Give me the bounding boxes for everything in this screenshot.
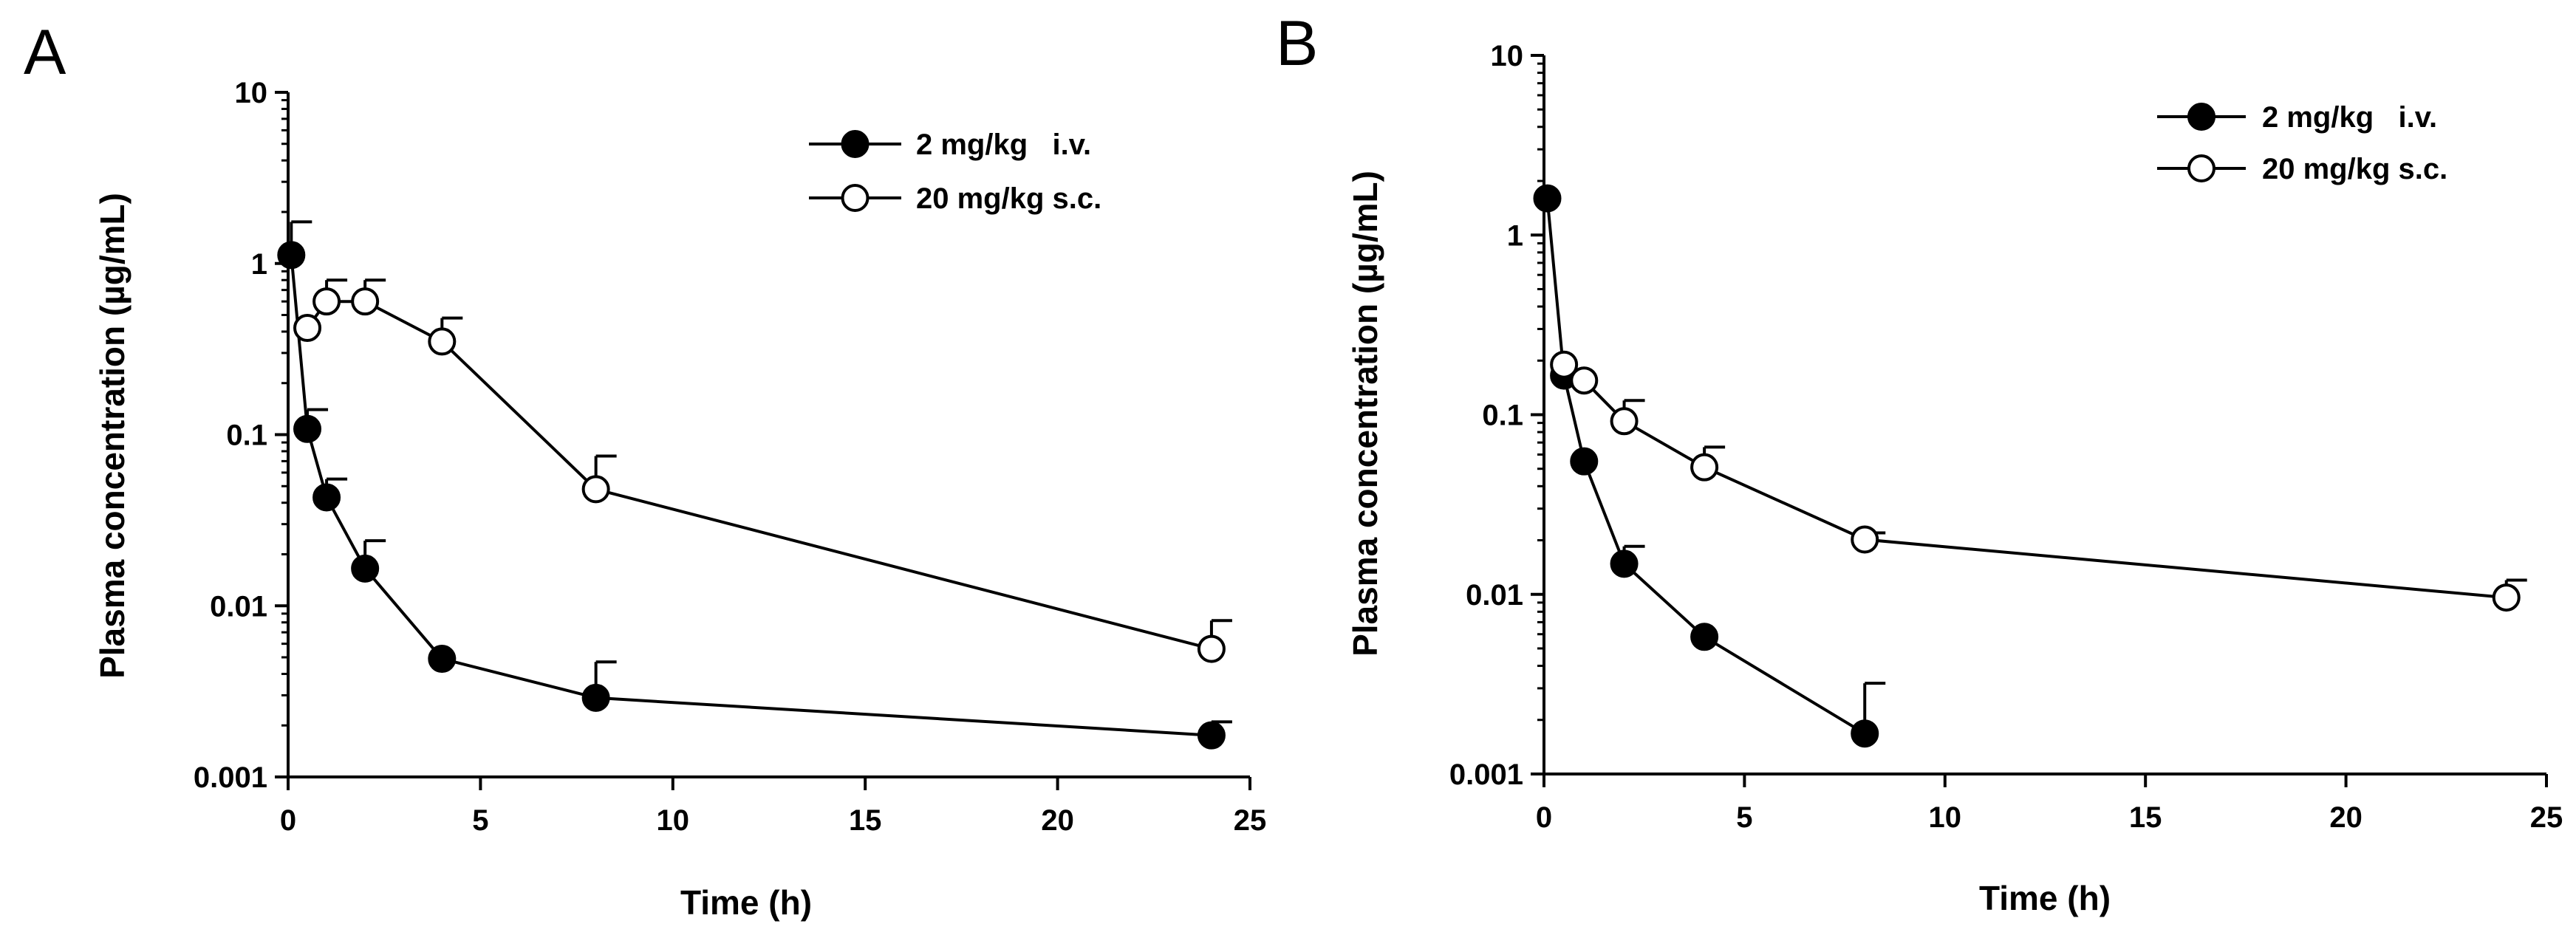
- data-point: [1550, 350, 1579, 379]
- legend-label: 2 mg/kg i.v.: [916, 129, 1091, 161]
- data-point: [312, 287, 341, 316]
- legend-marker: [2187, 103, 2215, 131]
- data-point: [1197, 634, 1226, 663]
- x-tick-label: 20: [1041, 804, 1074, 837]
- series-sc: [1550, 350, 2527, 612]
- y-axis-title: Plasma concentration (µg/mL): [1346, 171, 1384, 657]
- data-point: [1851, 525, 1879, 554]
- data-point: [351, 287, 380, 316]
- legend: 2 mg/kg i.v. 20 mg/kg s.c.: [2157, 101, 2447, 185]
- y-tick-label: 0.1: [1482, 400, 1523, 432]
- x-tick-label: 20: [2329, 801, 2363, 834]
- y-tick-label: 0.01: [1466, 579, 1523, 612]
- data-point: [1610, 549, 1639, 578]
- data-point: [2492, 583, 2521, 612]
- series-line: [1545, 198, 1866, 735]
- data-point: [581, 683, 610, 712]
- series-sc: [293, 278, 1232, 663]
- data-point: [428, 327, 457, 356]
- series-iv: [1533, 184, 1886, 748]
- y-tick-label: 0.01: [210, 590, 267, 623]
- data-point: [1570, 366, 1599, 395]
- series-iv: [277, 220, 1232, 750]
- y-tick-label: 0.001: [1449, 758, 1523, 791]
- data-point: [1533, 184, 1562, 213]
- x-tick-label: 5: [1736, 801, 1752, 834]
- data-point: [293, 414, 322, 443]
- legend-label: 20 mg/kg s.c.: [2262, 153, 2447, 185]
- x-tick-label: 0: [1536, 801, 1552, 834]
- y-tick-label: 0.1: [226, 419, 267, 452]
- x-tick-label: 10: [657, 804, 690, 837]
- y-tick-label: 0.001: [194, 761, 267, 794]
- data-point: [312, 483, 341, 512]
- y-tick-label: 1: [1507, 219, 1523, 252]
- panel-label: B: [1276, 8, 1318, 79]
- data-point: [1197, 721, 1226, 750]
- y-tick-label: 1: [251, 248, 267, 281]
- x-tick-label: 15: [849, 804, 882, 837]
- legend-marker: [841, 184, 870, 212]
- x-tick-label: 0: [280, 804, 296, 837]
- chart-panel-a: A 0 5 10 15 20 25 0.001 0.01 0.1 1 10 Time (h) Plasma…: [24, 17, 1266, 922]
- data-point: [581, 475, 610, 504]
- x-tick-label: 15: [2129, 801, 2162, 834]
- legend: 2 mg/kg i.v. 20 mg/kg s.c.: [809, 129, 1101, 215]
- legend-label: 20 mg/kg s.c.: [916, 182, 1101, 215]
- panel-label: A: [24, 17, 66, 88]
- data-point: [1570, 447, 1599, 476]
- data-point: [277, 241, 306, 270]
- chart-panel-b: B 0 5 10 15 20 25 0.001 0.01 0.1 1 10 Time (h) Plasma…: [1276, 8, 2563, 917]
- data-point: [1610, 407, 1639, 436]
- legend-marker: [2187, 154, 2215, 182]
- y-tick-label: 10: [235, 77, 268, 109]
- data-point: [1690, 623, 1719, 651]
- x-axis-title: Time (h): [1979, 879, 2111, 917]
- data-point: [428, 645, 457, 674]
- x-tick-label: 10: [1929, 801, 1962, 834]
- x-tick-label: 25: [2530, 801, 2563, 834]
- x-tick-label: 25: [1234, 804, 1267, 837]
- y-tick-label: 10: [1491, 40, 1524, 72]
- x-axis-title: Time (h): [680, 883, 812, 922]
- data-point: [351, 554, 380, 583]
- y-axis-title: Plasma concentration (µg/mL): [93, 193, 131, 679]
- data-point: [293, 314, 322, 343]
- legend-marker: [841, 130, 870, 158]
- legend-label: 2 mg/kg i.v.: [2262, 101, 2437, 134]
- x-tick-label: 5: [472, 804, 488, 837]
- data-point: [1690, 453, 1719, 482]
- data-point: [1851, 719, 1879, 748]
